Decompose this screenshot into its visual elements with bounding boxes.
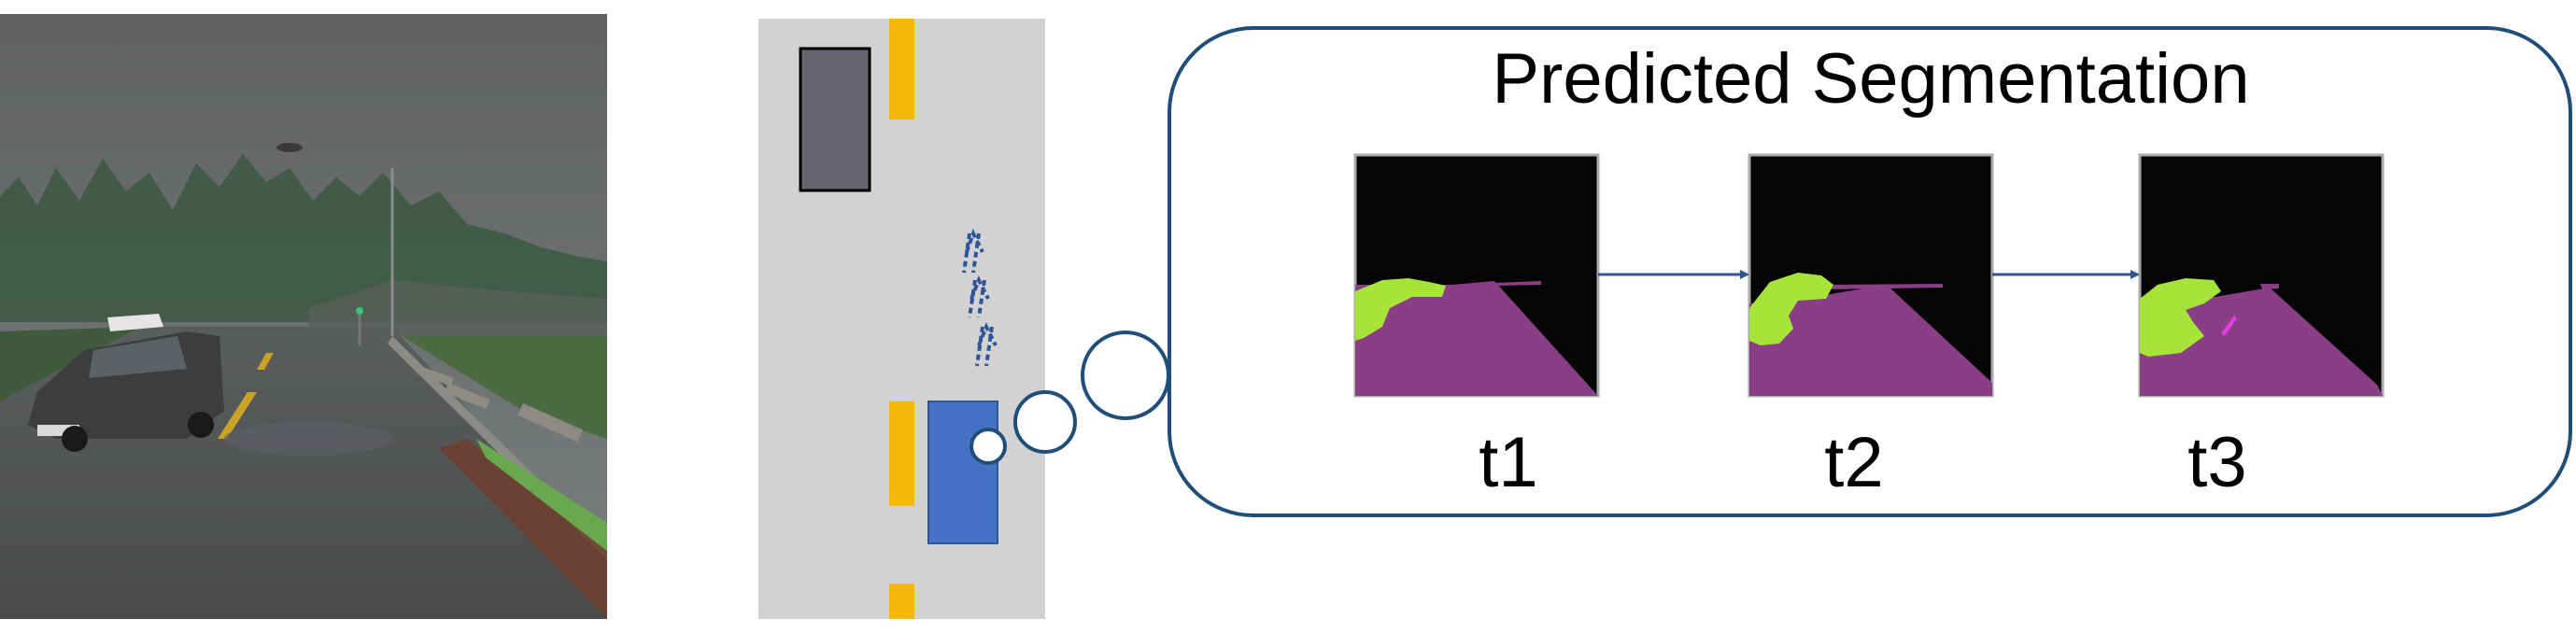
frame-label-t3: t3 xyxy=(2187,423,2246,502)
segmentation-frame-t3 xyxy=(2138,153,2385,398)
car-in-photo xyxy=(28,331,224,452)
road-photo xyxy=(0,14,607,619)
tree-line xyxy=(0,154,607,322)
frame-label-t1: t1 xyxy=(1479,423,1537,502)
frame-label-t2: t2 xyxy=(1824,423,1883,502)
lane-marking xyxy=(889,401,914,506)
lane-marking xyxy=(889,19,914,120)
thought-circle-medium xyxy=(1013,390,1077,454)
ego-vehicle xyxy=(927,401,998,544)
segmentation-frame-t1 xyxy=(1353,153,1600,398)
thought-circle-small xyxy=(970,428,1007,465)
top-down-road xyxy=(758,19,1045,619)
other-vehicle xyxy=(799,47,871,192)
bubble-title: Predicted Segmentation xyxy=(1492,39,2249,119)
thought-circle-large xyxy=(1081,331,1170,420)
motion-arrows xyxy=(962,228,998,367)
prediction-bubble: Predicted Segmentation t1 t2 t3 xyxy=(1168,26,2572,517)
segmentation-frame-t2 xyxy=(1748,153,1994,398)
lane-marking xyxy=(889,584,914,619)
